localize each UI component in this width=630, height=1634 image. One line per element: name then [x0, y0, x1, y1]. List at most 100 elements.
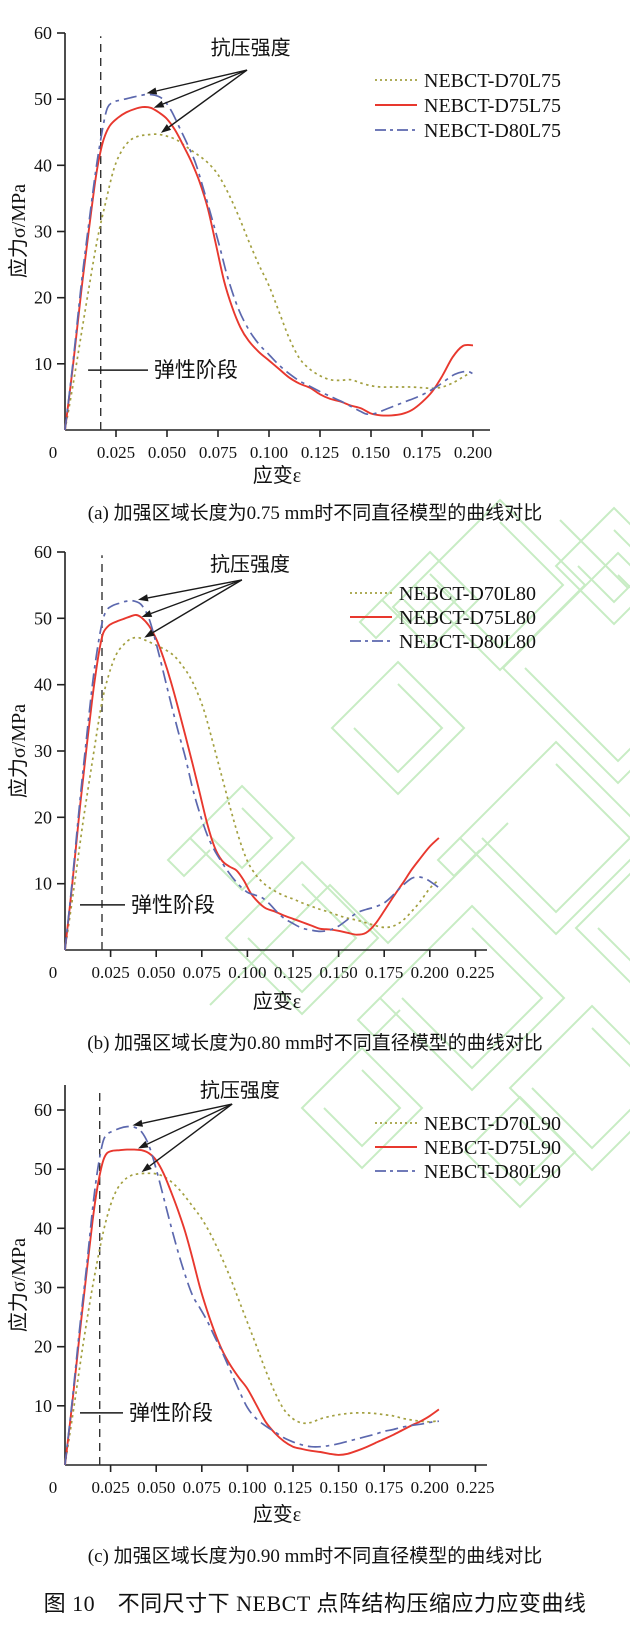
- watermark-diamond: [458, 740, 630, 936]
- compressive-arrow-0-line: [142, 1103, 233, 1124]
- y-tick-label: 20: [34, 1337, 52, 1357]
- watermark-diamond-inner: [524, 574, 630, 763]
- x-tick-label: 0.175: [365, 1478, 403, 1497]
- chart-b: 0 0.025 0.050 0.075 0.100 0.125 0.150 0.175 0.20…: [7, 542, 536, 1013]
- x-tick-label: 0.075: [199, 443, 237, 462]
- x-tick-label: 0.175: [365, 963, 403, 982]
- chart-c: 0 0.025 0.050 0.075 0.100 0.125 0.150 0.175 0.20…: [7, 1079, 561, 1526]
- x-tick-label: 0.075: [183, 963, 221, 982]
- annotation-compressive-strength: 抗压强度: [146, 37, 291, 133]
- y-tick-label: 30: [34, 741, 52, 761]
- x-tick-label: 0.100: [228, 963, 266, 982]
- y-tick-label: 10: [34, 354, 52, 374]
- curve-NEBCT-D70L80: [64, 636, 440, 951]
- x-tick-label: 0.225: [456, 1478, 494, 1497]
- legend-label: NEBCT-D70L90: [424, 1113, 561, 1135]
- x-tick-label: 0: [49, 963, 58, 982]
- x-tick-label: 0.050: [148, 443, 186, 462]
- legend-item-NEBCT-D80L90: NEBCT-D80L90: [375, 1161, 561, 1183]
- legend-label: NEBCT-D70L75: [424, 70, 561, 92]
- annotation-compressive-strength: 抗压强度: [138, 553, 290, 638]
- legend-item-NEBCT-D75L80: NEBCT-D75L80: [350, 607, 536, 629]
- y-tick-label: 30: [34, 1278, 52, 1298]
- curve-NEBCT-D80L90: [64, 1125, 440, 1466]
- chart-a-tick-labels: 0 0.025 0.050 0.075 0.100 0.125 0.150 0.175 0.20…: [34, 23, 492, 462]
- curve-NEBCT-D75L80: [64, 614, 440, 951]
- chart-a-axes: [57, 32, 490, 437]
- watermark-diamond: [574, 872, 630, 984]
- legend-item-NEBCT-D75L90: NEBCT-D75L90: [375, 1137, 561, 1159]
- figure-caption: 图 10 不同尺寸下 NEBCT 点阵结构压缩应力应变曲线: [43, 1591, 587, 1616]
- watermark-diamond-inner: [323, 1069, 402, 1148]
- x-tick-label: 0.200: [411, 1478, 449, 1497]
- x-tick-label: 0.150: [319, 1478, 357, 1497]
- chart-c-axes: [57, 1085, 487, 1472]
- watermark-diamond-inner: [403, 573, 458, 628]
- watermark-diamond-inner: [577, 529, 630, 604]
- watermark-diamond-inner: [531, 1027, 630, 1150]
- x-tick-label: 0.175: [403, 443, 441, 462]
- y-tick-label: 50: [34, 89, 52, 109]
- watermark-diamond-inner: [597, 927, 630, 962]
- legend-label: NEBCT-D75L80: [399, 607, 536, 629]
- watermark-appendage: [356, 997, 401, 1038]
- legend-item-NEBCT-D70L90: NEBCT-D70L90: [375, 1113, 561, 1135]
- curve-NEBCT-D80L80: [64, 599, 440, 951]
- x-axis-title: 应变ε: [253, 1503, 301, 1526]
- legend-item-NEBCT-D75L75: NEBCT-D75L75: [375, 95, 561, 117]
- compressive-arrow-1-head: [153, 100, 165, 108]
- compressive-arrow-1-line: [150, 579, 243, 615]
- x-tick-label: 0.025: [91, 1478, 129, 1497]
- y-tick-label: 60: [34, 23, 52, 43]
- x-tick-label: 0.150: [352, 443, 390, 462]
- watermark-diamond: [463, 1095, 577, 1209]
- watermark-diamond-inner: [486, 1118, 555, 1187]
- x-tick-label: 0.200: [454, 443, 492, 462]
- curve-NEBCT-D80L75: [64, 93, 474, 431]
- legend-label: NEBCT-D80L80: [399, 631, 536, 653]
- watermark-diamond: [501, 551, 630, 785]
- compressive-arrow-2-line: [168, 69, 248, 128]
- y-tick-label: 20: [34, 807, 52, 827]
- legend-item-NEBCT-D80L80: NEBCT-D80L80: [350, 631, 536, 653]
- compressive-arrow-0-head: [146, 87, 158, 95]
- compressive-strength-label: 抗压强度: [200, 1079, 280, 1102]
- legend-label: NEBCT-D80L90: [424, 1161, 561, 1183]
- annotation-compressive-strength: 抗压强度: [132, 1079, 280, 1173]
- subcaption-a: (a) 加强区域长度为0.75 mm时不同直径模型的曲线对比: [87, 503, 543, 524]
- x-tick-label: 0: [49, 1478, 58, 1497]
- compressive-arrow-2-head: [160, 124, 172, 133]
- curve-NEBCT-D70L90: [64, 1172, 440, 1466]
- elastic-stage-label: 弹性阶段: [129, 1401, 213, 1425]
- legend-label: NEBCT-D75L75: [424, 95, 561, 117]
- x-tick-label: 0.025: [91, 963, 129, 982]
- x-tick-label: 0.200: [411, 963, 449, 982]
- annotation-elastic-stage: 弹性阶段: [80, 893, 215, 917]
- elastic-stage-label: 弹性阶段: [131, 893, 215, 917]
- watermark-appendage: [166, 837, 211, 878]
- compressive-arrow-1-head: [138, 1140, 149, 1149]
- elastic-stage-label: 弹性阶段: [154, 358, 238, 382]
- compressive-arrow-2-head: [144, 629, 155, 638]
- compressive-arrow-0-head: [138, 594, 149, 602]
- subcaption-b: (b) 加强区域长度为0.80 mm时不同直径模型的曲线对比: [87, 1033, 543, 1054]
- watermark-diamond: [300, 1046, 424, 1170]
- compressive-arrow-0-line: [156, 69, 248, 92]
- watermark-diamond: [378, 904, 566, 1092]
- legend-label: NEBCT-D75L90: [424, 1137, 561, 1159]
- chart-b-axes: [57, 551, 487, 957]
- watermark-pattern: [166, 498, 630, 1209]
- watermark-diamond-inner: [481, 763, 630, 914]
- y-tick-label: 10: [34, 1396, 52, 1416]
- chart-b-tick-labels: 0 0.025 0.050 0.075 0.100 0.125 0.150 0.175 0.20…: [34, 542, 495, 982]
- y-tick-label: 50: [34, 608, 52, 628]
- x-tick-label: 0.125: [274, 1478, 312, 1497]
- chart-a-legend: NEBCT-D70L75 NEBCT-D75L75 NEBCT-D80L75: [375, 70, 561, 142]
- legend-label: NEBCT-D70L80: [399, 583, 536, 605]
- curve-NEBCT-D75L75: [64, 106, 474, 431]
- compressive-arrow-1-head: [141, 610, 153, 617]
- watermark-diamond: [380, 550, 480, 650]
- x-tick-label: 0: [49, 443, 58, 462]
- watermark-diamond: [224, 860, 380, 1016]
